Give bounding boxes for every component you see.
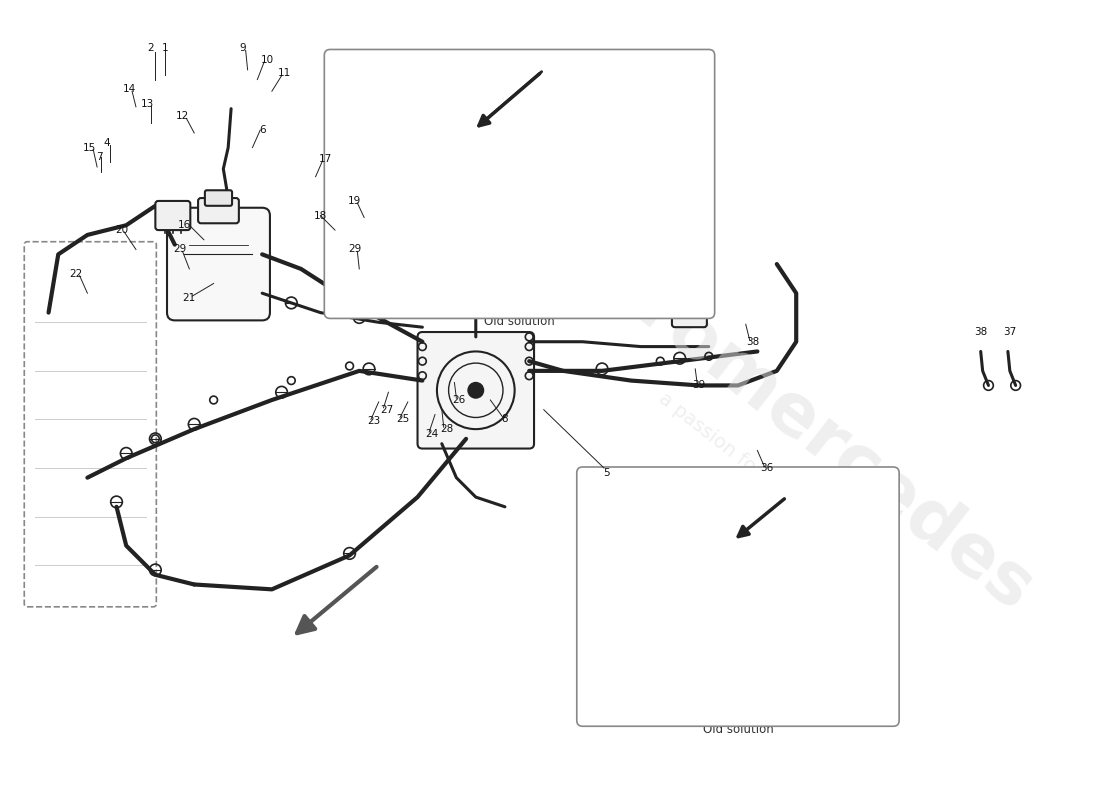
Text: a passion for parts since 1985: a passion for parts since 1985 (654, 389, 899, 586)
FancyBboxPatch shape (672, 298, 707, 327)
Text: 34: 34 (691, 142, 703, 153)
Text: 28: 28 (440, 424, 453, 434)
FancyBboxPatch shape (418, 332, 534, 449)
Text: 25: 25 (396, 414, 409, 425)
Text: 38: 38 (975, 327, 988, 337)
Text: 24: 24 (426, 429, 439, 439)
Text: 35: 35 (776, 572, 788, 582)
FancyBboxPatch shape (155, 201, 190, 230)
Circle shape (468, 382, 484, 398)
Text: 38: 38 (746, 337, 759, 346)
Text: 18: 18 (314, 210, 327, 221)
Text: 22: 22 (69, 269, 82, 278)
Text: 17: 17 (319, 154, 332, 164)
Text: 40: 40 (673, 536, 685, 546)
Text: 8: 8 (502, 414, 508, 425)
Text: 35: 35 (669, 141, 681, 150)
Text: 15: 15 (82, 142, 96, 153)
Text: 13: 13 (141, 99, 154, 109)
Text: Soluzione superata
Old solution: Soluzione superata Old solution (463, 300, 576, 328)
Text: 36: 36 (760, 463, 773, 473)
FancyBboxPatch shape (24, 242, 156, 607)
Text: 33: 33 (639, 138, 652, 148)
Text: 6: 6 (258, 125, 265, 135)
Text: 20: 20 (114, 225, 128, 235)
Text: 14: 14 (122, 84, 135, 94)
Text: 30: 30 (460, 74, 472, 85)
Text: 39: 39 (693, 381, 706, 390)
Text: 23: 23 (367, 416, 381, 426)
Text: Soluzione superata
Old solution: Soluzione superata Old solution (681, 708, 794, 736)
Text: 34: 34 (431, 74, 443, 85)
Text: 35: 35 (630, 541, 642, 550)
Text: 33: 33 (576, 133, 588, 143)
FancyBboxPatch shape (198, 198, 239, 223)
Text: 29: 29 (348, 245, 361, 254)
Text: 21: 21 (183, 293, 196, 303)
Text: 9: 9 (240, 42, 246, 53)
Text: 16: 16 (178, 220, 191, 230)
Text: 35: 35 (402, 74, 414, 85)
Text: 19: 19 (348, 196, 361, 206)
Text: 11: 11 (278, 68, 292, 78)
Text: 37: 37 (1003, 327, 1016, 337)
Text: euromercedes: euromercedes (546, 214, 1046, 626)
FancyBboxPatch shape (576, 467, 899, 726)
Text: 29: 29 (173, 245, 186, 254)
Text: 32: 32 (610, 138, 623, 148)
Text: 12: 12 (176, 111, 189, 122)
Text: 2: 2 (147, 42, 154, 53)
Text: 4: 4 (103, 138, 110, 148)
FancyBboxPatch shape (167, 208, 270, 320)
Text: 5: 5 (604, 468, 611, 478)
Text: 1: 1 (162, 42, 168, 53)
Text: 7: 7 (96, 152, 102, 162)
Text: 27: 27 (379, 405, 393, 414)
Text: 26: 26 (453, 395, 466, 405)
FancyBboxPatch shape (324, 50, 715, 318)
Text: 31: 31 (689, 104, 702, 114)
FancyBboxPatch shape (205, 190, 232, 206)
Text: 10: 10 (261, 55, 274, 65)
Text: 34: 34 (795, 579, 807, 590)
Text: 34: 34 (649, 538, 661, 548)
